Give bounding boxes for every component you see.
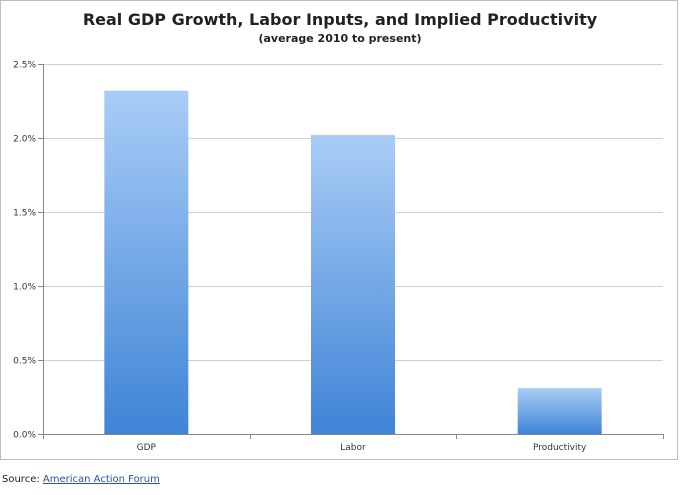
- source-link[interactable]: American Action Forum: [42, 474, 160, 485]
- bar-labor: [311, 135, 395, 435]
- source-note: Source: American Action Forum: [2, 474, 160, 485]
- chart-subtitle: (average 2010 to present): [258, 32, 422, 45]
- chart-title: Real GDP Growth, Labor Inputs, and Impli…: [82, 10, 598, 29]
- y-tick-label: 2.0%: [13, 135, 36, 145]
- y-tick-label: 2.5%: [13, 61, 36, 71]
- y-tick-label: 1.0%: [13, 283, 36, 293]
- x-tick-labels: GDP Labor Productivity: [137, 443, 587, 453]
- axes: [43, 64, 664, 439]
- y-tick-label: 0.0%: [13, 431, 36, 441]
- x-tick-label: GDP: [137, 443, 157, 453]
- bars: [104, 90, 602, 435]
- y-tick-label: 0.5%: [13, 357, 36, 367]
- y-tick-labels: 0.0% 0.5% 1.0% 1.5% 2.0% 2.5%: [13, 61, 36, 441]
- source-label: Source:: [2, 474, 43, 485]
- x-tick-label: Labor: [340, 443, 366, 453]
- x-tick-label: Productivity: [533, 443, 587, 453]
- bar-chart: 0.0% 0.5% 1.0% 1.5% 2.0% 2.5% GDP Labor Product…: [13, 61, 664, 453]
- y-tick-label: 1.5%: [13, 209, 36, 219]
- bar-productivity: [517, 388, 602, 434]
- bar-gdp: [104, 90, 189, 434]
